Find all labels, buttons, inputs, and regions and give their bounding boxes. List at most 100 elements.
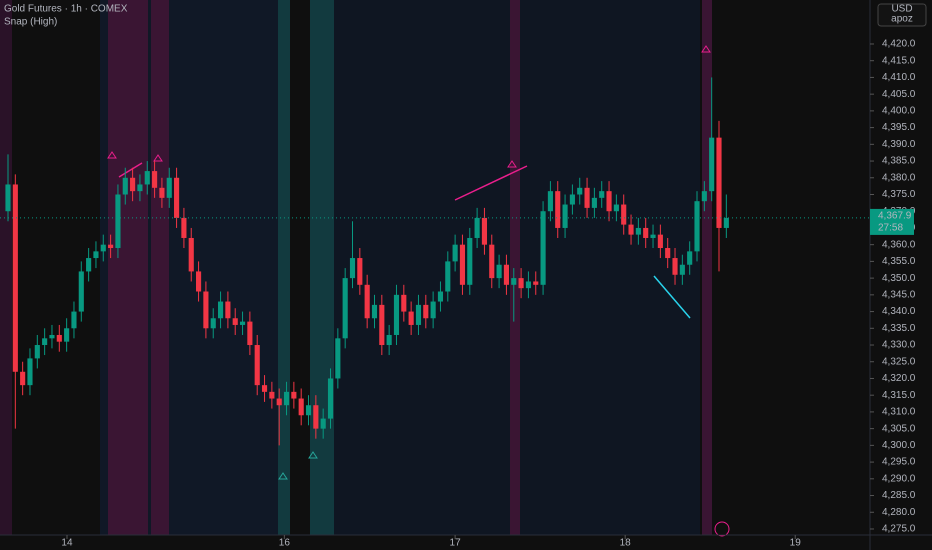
candle-body <box>591 197 597 208</box>
y-tick-label: 4,285.0 <box>882 490 916 501</box>
y-tick-label: 4,320.0 <box>882 373 916 384</box>
x-tick-label: 19 <box>790 538 802 549</box>
candle-body <box>613 204 619 212</box>
candle-body <box>86 258 92 272</box>
candle-body <box>225 301 231 319</box>
candle-body <box>657 234 663 249</box>
countdown: 27:58 <box>878 223 903 234</box>
candle-body <box>342 278 348 339</box>
currency: USD <box>891 4 912 15</box>
candle-body <box>283 391 290 406</box>
candle-body <box>430 301 436 319</box>
y-tick-label: 4,340.0 <box>882 306 916 317</box>
candle-body <box>584 187 590 208</box>
candle-body <box>305 405 312 416</box>
candle-body <box>298 398 304 416</box>
candle-body <box>511 278 517 285</box>
candle-body <box>489 244 495 279</box>
candle-body <box>437 291 444 302</box>
candle-body <box>291 391 297 399</box>
candle-body <box>137 184 143 192</box>
candle-body <box>679 264 685 275</box>
y-tick-label: 4,360.0 <box>882 239 916 250</box>
candle-body <box>716 137 722 228</box>
candle-body <box>196 271 202 292</box>
candle-body <box>42 338 48 346</box>
candle-body <box>327 378 334 419</box>
candle-body <box>78 271 84 312</box>
candle-body <box>577 187 583 195</box>
candle-body <box>181 217 187 238</box>
marker <box>278 451 318 480</box>
candle-body <box>108 244 114 249</box>
candle-body <box>562 204 568 228</box>
y-tick-label: 4,400.0 <box>882 106 916 117</box>
candle-body <box>320 418 326 429</box>
x-tick-label: 17 <box>450 538 462 549</box>
y-tick-label: 4,330.0 <box>882 340 916 351</box>
candle-body <box>210 318 216 329</box>
candle-body <box>518 278 524 289</box>
candle-body <box>606 191 612 212</box>
candle-body <box>665 248 671 259</box>
candle-body <box>621 204 627 225</box>
currency-box[interactable] <box>877 3 927 27</box>
candle-body <box>27 358 33 386</box>
y-tick-label: 4,355.0 <box>882 256 916 267</box>
candle-body <box>467 237 473 285</box>
chart-subtitle: Snap (High) <box>4 17 57 28</box>
candle-body <box>525 281 531 289</box>
account: apoz <box>891 14 913 25</box>
candle-body <box>232 318 238 325</box>
candle-body <box>93 251 99 259</box>
candle-body <box>269 391 275 399</box>
candle-body <box>174 177 180 218</box>
candle-body <box>166 177 172 198</box>
candle-body <box>445 261 451 292</box>
y-tick-label: 4,420.0 <box>882 39 916 50</box>
candle-body <box>533 281 539 285</box>
candle-body <box>401 294 407 312</box>
y-tick-label: 4,415.0 <box>882 55 916 66</box>
candle-body <box>569 194 575 205</box>
x-tick-label: 16 <box>279 538 291 549</box>
candle-body <box>496 264 502 279</box>
y-tick-label: 4,350.0 <box>882 273 916 284</box>
candle-body <box>64 328 70 342</box>
candle-body <box>34 345 40 359</box>
candle-body <box>379 304 385 346</box>
y-tick-label: 4,395.0 <box>882 122 916 133</box>
candle-body <box>349 258 356 279</box>
candle-body <box>481 217 488 245</box>
chart-title: Gold Futures · 1h · COMEX <box>4 4 128 15</box>
candle-body <box>643 227 649 238</box>
candle-body <box>408 311 414 325</box>
candle-body <box>20 371 26 386</box>
candle-body <box>364 284 370 319</box>
candle-body <box>371 304 378 319</box>
alert-icon[interactable] <box>714 521 730 537</box>
candle-body <box>694 201 700 252</box>
candle-body <box>687 251 693 265</box>
highlight-band <box>0 0 12 535</box>
candle-body <box>701 191 707 202</box>
candle-body <box>709 137 715 192</box>
candle-body <box>254 345 260 386</box>
candle-body <box>56 334 62 342</box>
candle-body <box>635 227 641 235</box>
highlight-band <box>310 0 334 535</box>
candle-body <box>122 177 128 195</box>
candle-body <box>144 171 150 185</box>
last-price-box <box>870 208 914 235</box>
trend-line <box>118 162 143 178</box>
y-tick-label: 4,325.0 <box>882 356 916 367</box>
y-tick-label: 4,405.0 <box>882 89 916 100</box>
candle-body <box>188 237 194 272</box>
y-tick-label: 4,300.0 <box>882 440 916 451</box>
highlight-band <box>702 0 712 535</box>
candle-body <box>547 191 553 212</box>
candle-body <box>313 405 319 429</box>
candle-body <box>239 321 246 325</box>
candle-body <box>12 184 18 372</box>
